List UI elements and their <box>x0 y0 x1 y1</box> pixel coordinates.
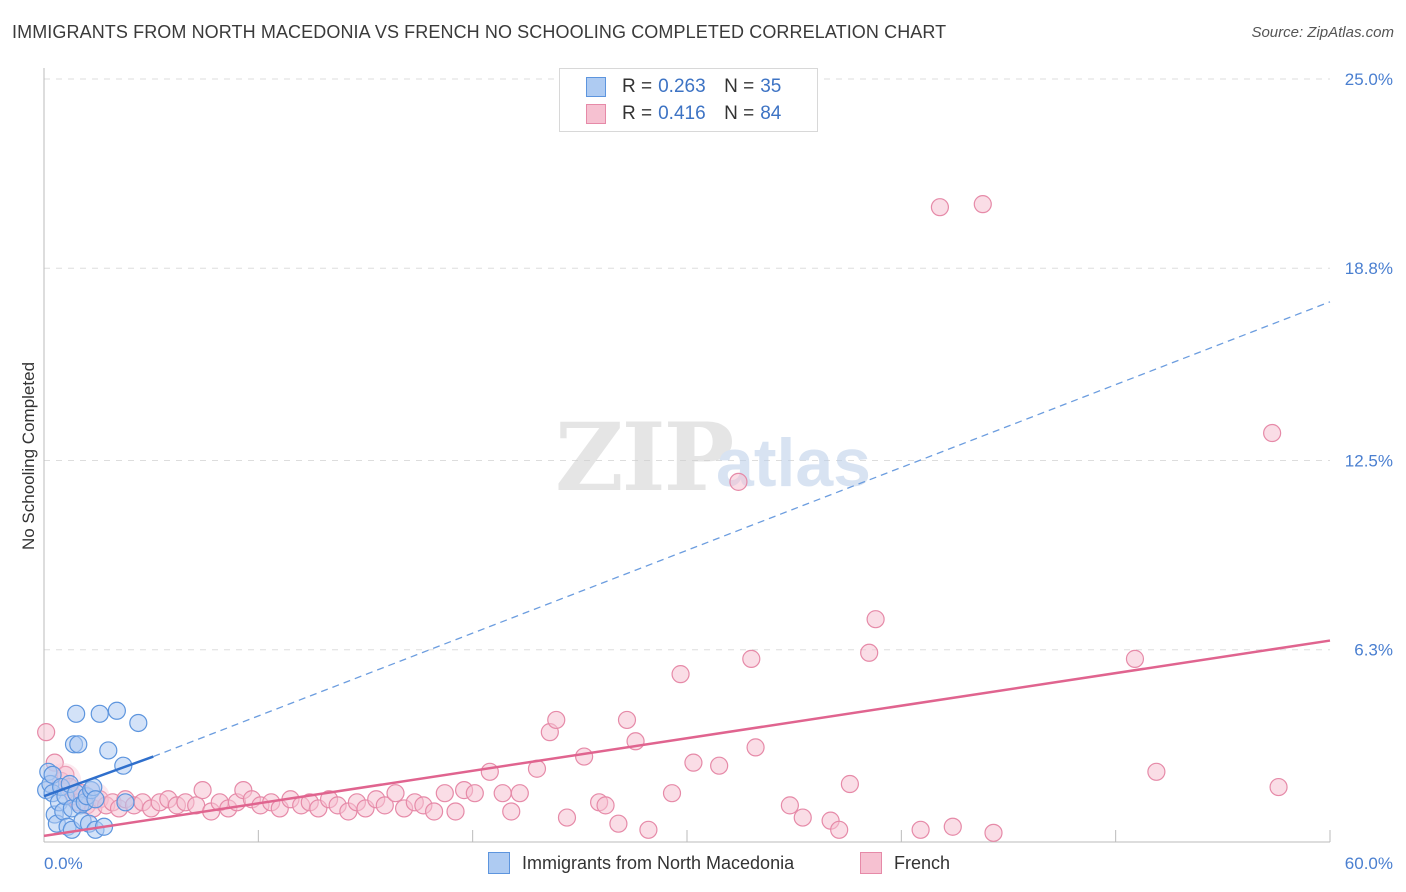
data-point-french <box>617 710 637 730</box>
y-axis-label: No Schooling Completed <box>19 362 38 550</box>
data-point-french <box>866 610 885 629</box>
source-credit: Source: ZipAtlas.com <box>1251 24 1394 41</box>
y-tick-labels: 6.3% 12.5% 18.8% 25.0% <box>1345 70 1393 660</box>
data-point-french <box>557 808 577 827</box>
series-north-macedonia-points <box>37 701 148 839</box>
y-tick-label: 18.8% <box>1345 259 1393 278</box>
watermark-zip: ZIP <box>555 403 733 513</box>
data-point-french <box>37 723 56 742</box>
data-point-french <box>746 738 765 757</box>
data-point-french <box>639 820 658 839</box>
data-point-french <box>742 649 761 668</box>
x-tick-label-max: 60.0% <box>1345 854 1393 873</box>
bottom-legend-label-north-macedonia: Immigrants from North Macedonia <box>522 852 795 873</box>
data-point-french <box>609 814 628 833</box>
data-point-french <box>710 756 729 775</box>
data-point-french <box>465 784 484 803</box>
data-point-french <box>446 802 465 821</box>
grid-lines <box>44 78 1330 651</box>
data-point-french <box>575 747 594 766</box>
bottom-legend-label-french: French <box>894 852 951 873</box>
data-point-french <box>375 796 394 815</box>
trend-line-french <box>43 639 1331 838</box>
data-point-french <box>510 784 529 803</box>
y-tick-label: 12.5% <box>1345 452 1393 471</box>
legend-r-value-blue: 0.263 <box>658 76 706 97</box>
bottom-legend-swatch-pink <box>860 852 882 874</box>
data-point-french <box>973 195 992 214</box>
data-point-french <box>684 753 703 772</box>
data-point-french <box>911 820 930 839</box>
legend-swatch-blue <box>586 77 606 97</box>
legend-row-blue: R = 0.263 N = 35 <box>586 74 781 100</box>
chart-title: IMMIGRANTS FROM NORTH MACEDONIA VS FRENC… <box>12 22 947 42</box>
legend-swatch-pink <box>586 104 606 124</box>
legend-r-value-pink: 0.416 <box>658 103 706 124</box>
data-point-north-macedonia <box>116 793 135 812</box>
data-point-french <box>1147 762 1166 781</box>
data-point-north-macedonia <box>69 735 88 754</box>
legend-row-pink: R = 0.416 N = 84 <box>586 101 781 127</box>
data-point-french <box>729 472 748 491</box>
x-tick-label-min: 0.0% <box>44 854 83 873</box>
watermark: ZIP atlas <box>555 403 871 513</box>
legend-r-label: R = <box>622 76 653 97</box>
bottom-legend-swatch-blue <box>488 852 510 874</box>
trend-lines <box>43 301 1331 838</box>
trend-line-north-macedonia <box>43 755 154 798</box>
data-point-french <box>480 762 499 781</box>
data-point-french <box>930 198 950 217</box>
data-point-french <box>671 665 690 684</box>
data-point-french <box>596 796 615 815</box>
data-point-french <box>502 802 521 821</box>
x-axis-ticks <box>43 830 1331 842</box>
correlation-legend: R = 0.263 N = 35 R = 0.416 N = 84 <box>559 68 818 132</box>
series-french-points <box>37 195 1288 842</box>
data-point-north-macedonia <box>129 713 148 733</box>
data-point-french <box>984 823 1003 842</box>
data-point-french <box>662 784 682 803</box>
data-point-french <box>547 710 566 730</box>
data-point-french <box>780 796 799 815</box>
data-point-french <box>435 784 454 803</box>
data-point-french <box>840 774 859 794</box>
trend-line-north-macedonia-projection <box>153 301 1331 758</box>
y-tick-label: 6.3% <box>1354 641 1393 660</box>
data-point-north-macedonia <box>99 741 118 760</box>
data-point-french <box>943 817 962 836</box>
data-point-french <box>830 820 849 839</box>
data-point-french <box>1269 777 1288 797</box>
data-point-north-macedonia <box>90 704 109 723</box>
bottom-legend-item-north-macedonia: Immigrants from North Macedonia <box>488 852 794 874</box>
data-point-north-macedonia <box>67 704 86 723</box>
data-point-french <box>860 643 879 662</box>
data-point-french <box>793 808 812 827</box>
data-point-french <box>1125 649 1145 668</box>
data-point-north-macedonia <box>86 790 105 809</box>
legend-n-label: N = <box>724 103 755 124</box>
y-tick-label: 25.0% <box>1345 70 1393 89</box>
legend-n-value-blue: 35 <box>760 76 782 97</box>
legend-n-label: N = <box>724 76 755 97</box>
data-point-french <box>193 781 212 800</box>
legend-r-label: R = <box>622 103 653 124</box>
data-point-french <box>424 802 444 821</box>
data-point-french <box>1263 423 1282 443</box>
legend-n-value-pink: 84 <box>760 103 782 124</box>
data-point-north-macedonia <box>107 701 126 720</box>
bottom-legend-item-french: French <box>860 852 950 874</box>
data-point-french <box>386 784 405 803</box>
data-point-french <box>493 784 512 803</box>
